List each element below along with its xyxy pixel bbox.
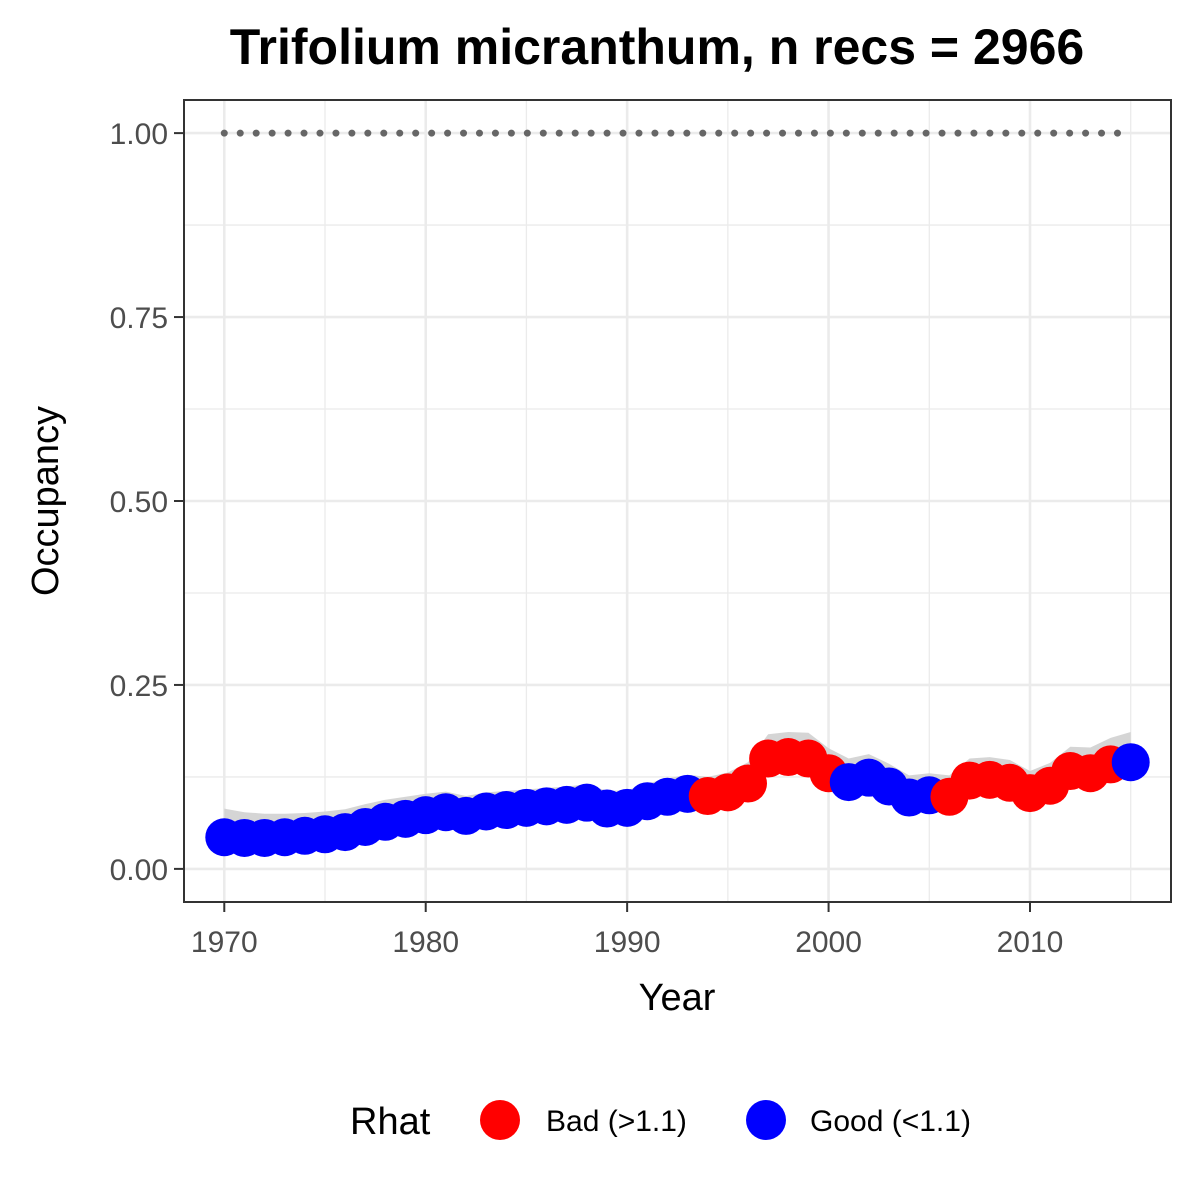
chart-title: Trifolium micranthum, n recs = 2966	[230, 19, 1084, 75]
legend-key-good	[746, 1100, 786, 1140]
y-tick-label: 0.50	[110, 486, 168, 519]
x-tick-label: 1980	[392, 926, 459, 959]
occupancy-points	[205, 738, 1150, 857]
x-tick-label: 2000	[795, 926, 862, 959]
x-axis-title: Year	[639, 977, 716, 1019]
legend-label-bad: Bad (>1.1)	[546, 1105, 687, 1138]
x-tick-label: 2010	[997, 926, 1064, 959]
y-tick-label: 0.25	[110, 670, 168, 703]
y-tick-label: 0.00	[110, 854, 168, 887]
legend: Rhat Bad (>1.1) Good (<1.1)	[350, 1100, 971, 1143]
legend-label-good: Good (<1.1)	[810, 1105, 971, 1138]
legend-title: Rhat	[350, 1101, 431, 1143]
y-axis: 0.00 0.25 0.50 0.75 1.00	[110, 118, 184, 887]
y-tick-label: 0.75	[110, 302, 168, 335]
x-tick-label: 1970	[191, 926, 258, 959]
x-axis: 1970 1980 1990 2000 2010	[191, 902, 1063, 959]
legend-key-bad	[480, 1100, 520, 1140]
data-point-good	[1111, 743, 1150, 782]
x-tick-label: 1990	[594, 926, 661, 959]
grid-lines	[184, 100, 1171, 902]
y-axis-title: Occupancy	[25, 406, 67, 596]
y-tick-label: 1.00	[110, 118, 168, 151]
